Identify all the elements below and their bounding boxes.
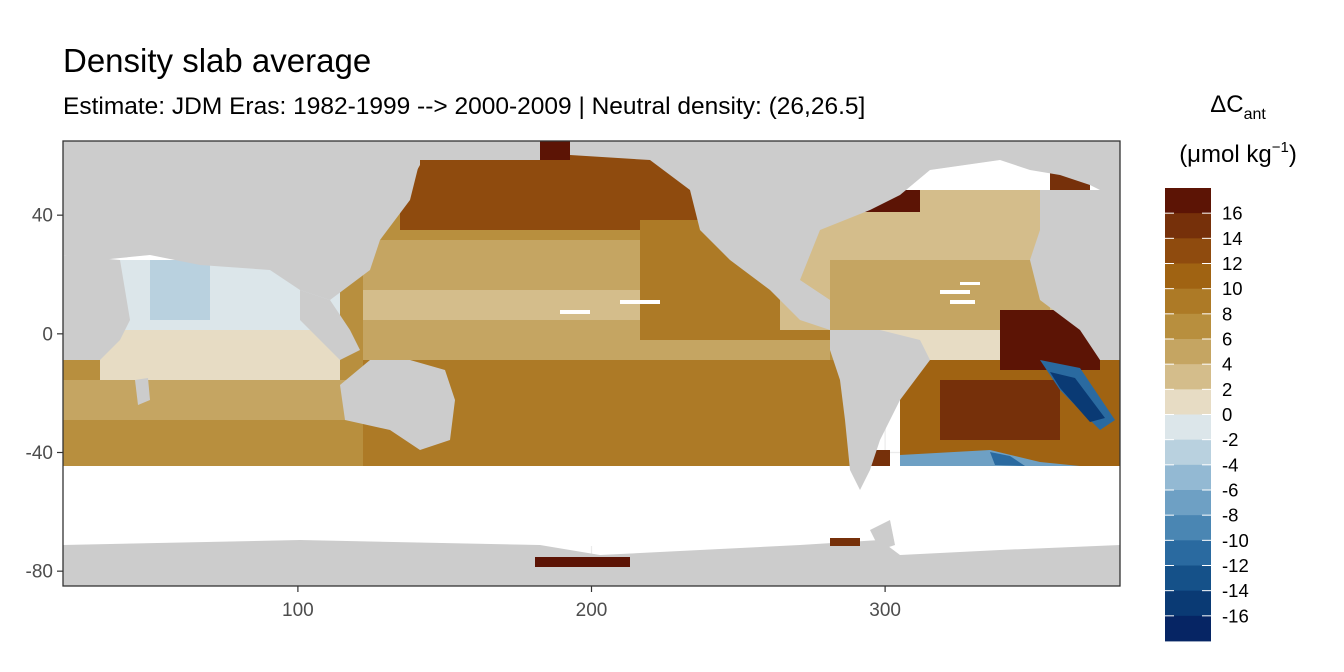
legend-swatch: [1165, 515, 1211, 541]
ross-sea-patch: [535, 557, 630, 567]
chart-subtitle: Estimate: JDM Eras: 1982-1999 --> 2000-2…: [63, 93, 866, 120]
legend-swatch: [1165, 263, 1211, 290]
legend-label: 0: [1222, 404, 1232, 425]
y-tick-label: -80: [26, 562, 53, 583]
legend-label: 16: [1222, 203, 1243, 224]
legend: ΔCant (μmol kg−1) 16 14 12 10 8 6 4 2 0 -2 -4 -6 -8 -…: [1165, 91, 1297, 642]
legend-swatch: [1165, 490, 1211, 516]
legend-colorbar: [1165, 188, 1211, 642]
chart-title: Density slab average: [63, 42, 372, 79]
legend-swatch: [1165, 188, 1211, 214]
legend-label: -16: [1222, 605, 1249, 626]
legend-label: -12: [1222, 555, 1249, 576]
legend-swatch: [1165, 414, 1211, 441]
legend-label: -4: [1222, 454, 1238, 475]
legend-swatch: [1165, 364, 1211, 390]
legend-label: 10: [1222, 278, 1243, 299]
legend-swatch: [1165, 339, 1211, 365]
legend-label: 12: [1222, 253, 1243, 274]
legend-swatch: [1165, 313, 1211, 340]
x-tick-label: 200: [576, 600, 608, 621]
y-tick-label: 0: [42, 324, 53, 345]
legend-label: 6: [1222, 329, 1232, 350]
map-layer: [63, 141, 1120, 586]
legend-swatch: [1165, 540, 1211, 566]
legend-swatch: [1165, 590, 1211, 617]
legend-label: -14: [1222, 580, 1249, 601]
legend-label: -6: [1222, 480, 1238, 501]
legend-swatch: [1165, 464, 1211, 491]
legend-label: -8: [1222, 505, 1238, 526]
southern-ocean-nodata: [63, 466, 1120, 546]
legend-label: 4: [1222, 354, 1232, 375]
legend-swatch: [1165, 238, 1211, 264]
legend-label: -10: [1222, 530, 1249, 551]
legend-label: 14: [1222, 228, 1243, 249]
legend-unit: (μmol kg−1): [1179, 139, 1297, 168]
legend-labels: 16 14 12 10 8 6 4 2 0 -2 -4 -6 -8 -10 -12 -14 -16: [1222, 203, 1249, 627]
legend-swatch: [1165, 439, 1211, 466]
legend-label: -2: [1222, 429, 1238, 450]
legend-swatch: [1165, 288, 1211, 315]
legend-label: 2: [1222, 379, 1232, 400]
legend-swatch: [1165, 565, 1211, 592]
legend-swatch: [1165, 213, 1211, 239]
weddell-patch: [830, 538, 860, 546]
legend-title: ΔCant: [1210, 91, 1266, 123]
y-tick-label: -40: [26, 443, 53, 464]
nodata-speckles: [560, 282, 980, 314]
x-tick-label: 300: [869, 600, 901, 621]
legend-label: 8: [1222, 303, 1232, 324]
y-axis: 40 0 -40 -80: [26, 206, 63, 583]
y-tick-label: 40: [32, 206, 53, 227]
x-axis: 100 200 300: [282, 586, 901, 621]
legend-swatch: [1165, 615, 1211, 642]
x-tick-label: 100: [282, 600, 314, 621]
legend-swatch: [1165, 389, 1211, 415]
